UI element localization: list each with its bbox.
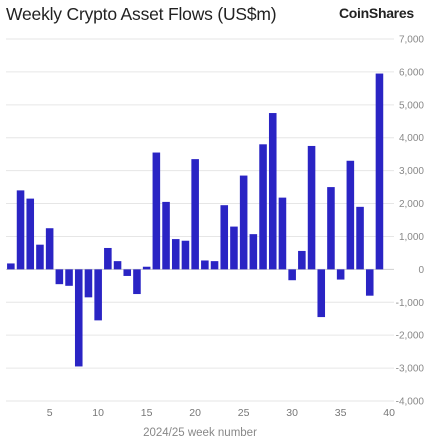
y-tick-label: -2,000	[396, 331, 425, 342]
bar-week-31	[298, 250, 306, 270]
x-tick-label: 20	[189, 407, 201, 419]
x-axis-label: 2024/25 week number	[143, 427, 257, 439]
bar-week-22	[210, 261, 219, 270]
bar-week-7	[65, 269, 73, 286]
bar-week-3	[26, 198, 35, 270]
y-tick-label: 5,000	[399, 100, 424, 111]
bar-week-10	[94, 269, 102, 321]
x-tick-label: 5	[47, 407, 53, 419]
x-tick-label: 30	[286, 407, 298, 419]
bar-week-9	[84, 269, 93, 298]
bar-week-6	[55, 269, 64, 285]
y-tick-label: -4,000	[396, 397, 425, 408]
y-tick-label: -3,000	[396, 364, 425, 375]
bar-week-11	[104, 247, 112, 270]
bar-week-20	[191, 159, 199, 270]
bar-week-38	[365, 269, 374, 296]
x-tick-label: 15	[141, 407, 153, 419]
bar-week-18	[171, 239, 180, 270]
y-tick-label: 4,000	[399, 133, 424, 144]
bar-week-28	[268, 113, 277, 270]
bar-week-25	[239, 175, 248, 270]
bar-week-24	[230, 226, 238, 270]
bar-week-21	[201, 260, 209, 270]
bar-week-5	[45, 228, 54, 270]
bar-week-27	[259, 144, 267, 270]
bar-week-30	[288, 269, 296, 281]
bar-week-1	[7, 263, 15, 270]
chart-title: Weekly Crypto Asset Flows (US$m)	[6, 4, 277, 24]
bar-week-14	[133, 269, 141, 295]
brand-logo: CoinShares	[339, 5, 414, 21]
y-tick-label: 0	[418, 265, 424, 276]
bar-week-23	[220, 205, 229, 270]
bar-week-29	[278, 197, 287, 270]
bar-week-19	[181, 240, 190, 270]
bar-week-35	[336, 269, 345, 280]
bar-week-17	[162, 201, 170, 270]
bar-week-12	[113, 261, 122, 270]
y-tick-label: 2,000	[399, 199, 424, 210]
bar-week-39	[375, 73, 384, 270]
y-tick-label: 3,000	[399, 166, 424, 177]
x-tick-label: 40	[383, 407, 395, 419]
bar-week-37	[356, 206, 364, 270]
bar-week-36	[346, 160, 355, 270]
y-tick-label: -1,000	[396, 298, 425, 309]
bar-week-8	[74, 269, 83, 367]
bar-week-33	[317, 269, 326, 318]
x-tick-label: 25	[238, 407, 250, 419]
bar-week-15	[142, 266, 151, 270]
bar-week-32	[307, 145, 316, 270]
bar-week-16	[152, 152, 161, 270]
y-tick-label: 6,000	[399, 67, 424, 78]
x-tick-label: 35	[335, 407, 347, 419]
bar-week-13	[123, 269, 132, 276]
bar-week-4	[36, 244, 44, 270]
y-tick-label: 7,000	[399, 35, 424, 46]
bar-week-2	[16, 190, 25, 270]
bar-week-34	[327, 187, 335, 270]
x-tick-label: 10	[92, 407, 104, 419]
y-tick-label: 1,000	[399, 232, 424, 243]
bar-week-26	[249, 234, 258, 270]
